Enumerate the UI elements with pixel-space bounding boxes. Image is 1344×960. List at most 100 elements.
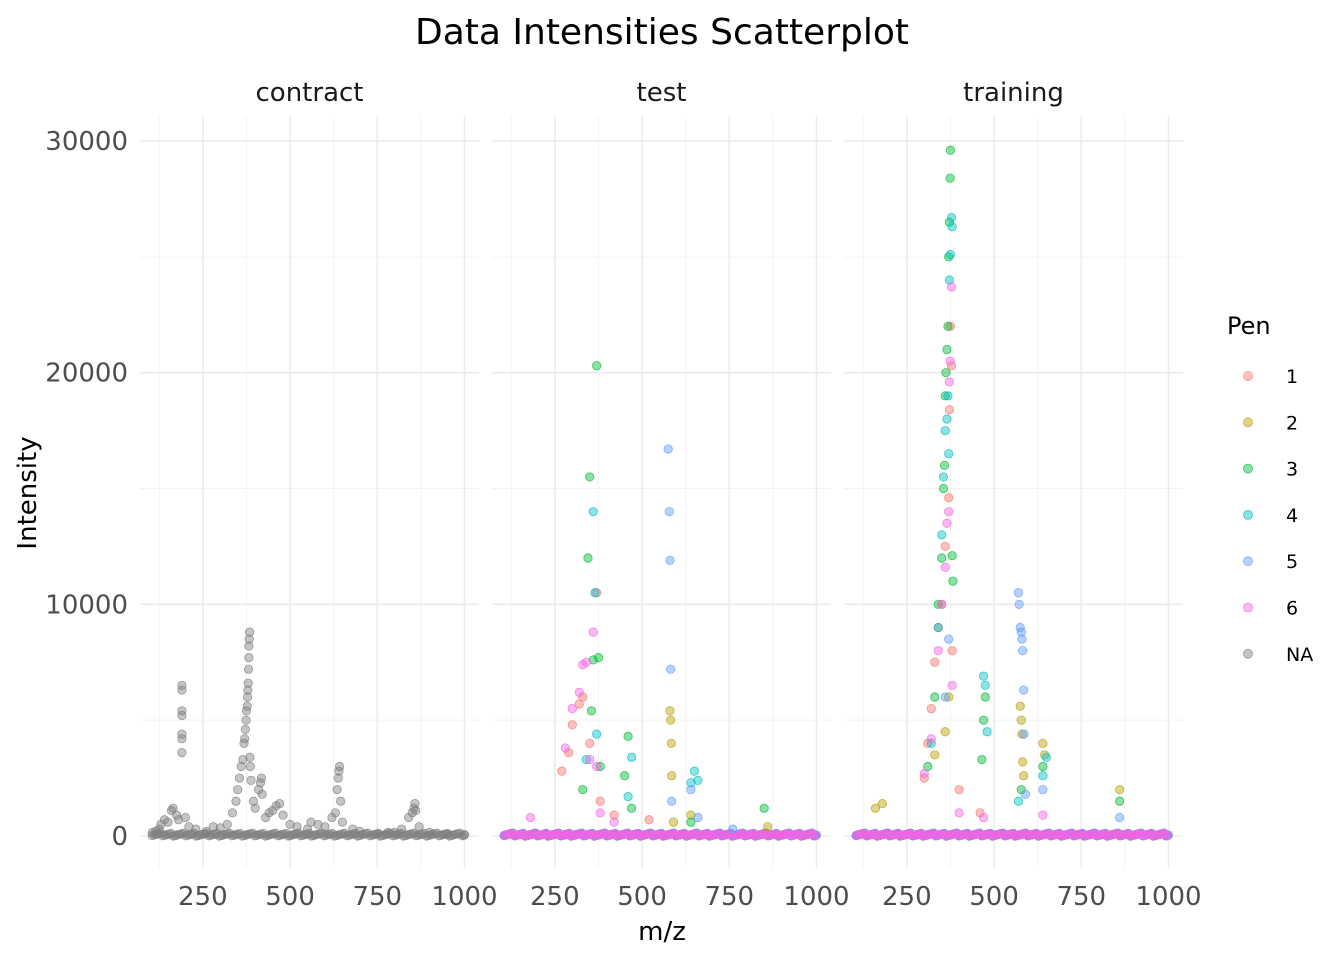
data-point-4: [944, 275, 954, 285]
data-point-NA: [261, 812, 271, 823]
data-point-1: [947, 646, 957, 656]
x-tick-label: 250: [882, 882, 932, 912]
data-point-NA: [240, 734, 250, 744]
data-point-NA: [320, 822, 330, 832]
data-point-NA: [244, 641, 254, 651]
data-point-NA: [397, 824, 407, 834]
data-point-NA: [348, 824, 358, 834]
data-point-NA: [334, 766, 344, 776]
legend-label-NA: NA: [1286, 644, 1313, 666]
data-point-2: [686, 810, 696, 820]
data-point-3: [940, 391, 950, 401]
data-point-NA: [245, 752, 255, 762]
legend-title: Pen: [1227, 312, 1271, 340]
data-point-6: [581, 657, 591, 667]
data-point-NA: [222, 819, 232, 830]
data-point-1: [944, 493, 954, 503]
legend-key-NA: [1243, 648, 1253, 659]
data-point-3: [623, 731, 633, 741]
data-point-6: [595, 808, 605, 818]
data-point-3: [686, 817, 696, 827]
data-point-1: [578, 692, 588, 702]
data-point-NA: [411, 805, 421, 816]
legend-label-5: 5: [1286, 551, 1298, 573]
data-point-1: [944, 405, 954, 415]
data-point-6: [947, 680, 957, 691]
data-point-6: [1038, 810, 1048, 820]
data-point-5: [667, 796, 677, 806]
data-point-6: [1163, 830, 1173, 840]
x-tick-label: 1000: [783, 882, 849, 912]
legend-key-1: [1243, 371, 1253, 381]
data-point-NA: [244, 653, 254, 663]
panel-contract: contract 250 500 750 1000: [140, 78, 498, 912]
data-point-3: [1038, 761, 1048, 772]
data-point-NA: [238, 754, 248, 765]
y-tick-label: 20000: [45, 359, 128, 389]
data-point-NA: [184, 822, 194, 832]
data-point-2: [944, 692, 954, 702]
x-tick-label: 750: [352, 882, 402, 912]
data-point-NA: [332, 785, 342, 795]
data-point-NA: [245, 761, 255, 772]
data-point-NA: [248, 796, 259, 806]
data-point-6: [940, 562, 950, 572]
data-point-6: [942, 518, 952, 528]
data-point-NA: [355, 826, 365, 836]
data-point-4: [947, 222, 957, 232]
data-point-3: [948, 576, 958, 586]
data-point-NA: [231, 796, 241, 806]
data-point-4: [686, 778, 696, 788]
data-point-NA: [163, 817, 173, 827]
data-point-3: [938, 483, 949, 494]
data-point-4: [588, 507, 598, 517]
data-point-NA: [327, 812, 337, 823]
data-point-NA: [208, 822, 218, 832]
y-tick-label: 10000: [45, 590, 128, 620]
data-point-5: [1038, 785, 1048, 795]
data-point-6: [592, 761, 602, 772]
data-point-NA: [172, 810, 182, 820]
data-point-NA: [257, 789, 267, 799]
data-point-NA: [285, 819, 295, 830]
data-point-NA: [333, 773, 343, 783]
data-point-NA: [313, 819, 323, 830]
data-point-3: [937, 553, 947, 563]
data-point-3: [593, 653, 604, 663]
data-point-4: [942, 414, 952, 424]
data-point-3: [945, 173, 955, 183]
data-point-2: [870, 803, 881, 813]
data-point-NA: [410, 798, 420, 809]
data-point-NA: [330, 808, 341, 818]
data-point-2: [1017, 729, 1027, 739]
data-point-1: [644, 815, 654, 825]
x-tick-label: 1000: [1135, 882, 1201, 912]
data-point-2: [1038, 738, 1048, 748]
data-point-NA: [246, 775, 256, 786]
legend-key-4: [1243, 510, 1253, 520]
data-point-3: [586, 706, 597, 716]
data-point-NA: [177, 747, 187, 758]
data-point-NA: [243, 664, 254, 674]
data-point-1: [595, 796, 605, 806]
data-point-6: [525, 812, 536, 823]
data-point-2: [940, 727, 950, 737]
data-point-NA: [243, 678, 253, 688]
data-point-3: [947, 551, 957, 561]
data-point-4: [978, 671, 989, 681]
data-point-1: [557, 766, 567, 776]
data-point-NA: [177, 734, 187, 744]
data-point-6: [588, 627, 598, 637]
data-point-2: [1115, 785, 1125, 795]
y-axis-title: Intensity: [13, 436, 43, 549]
data-point-1: [945, 321, 956, 331]
data-point-NA: [337, 817, 347, 827]
data-point-NA: [372, 829, 382, 839]
data-point-4: [1038, 771, 1048, 781]
data-point-NA: [336, 796, 346, 806]
x-tick-label: 250: [530, 882, 580, 912]
data-point-NA: [241, 715, 251, 725]
data-point-3: [759, 803, 769, 813]
data-point-NA: [233, 785, 243, 795]
